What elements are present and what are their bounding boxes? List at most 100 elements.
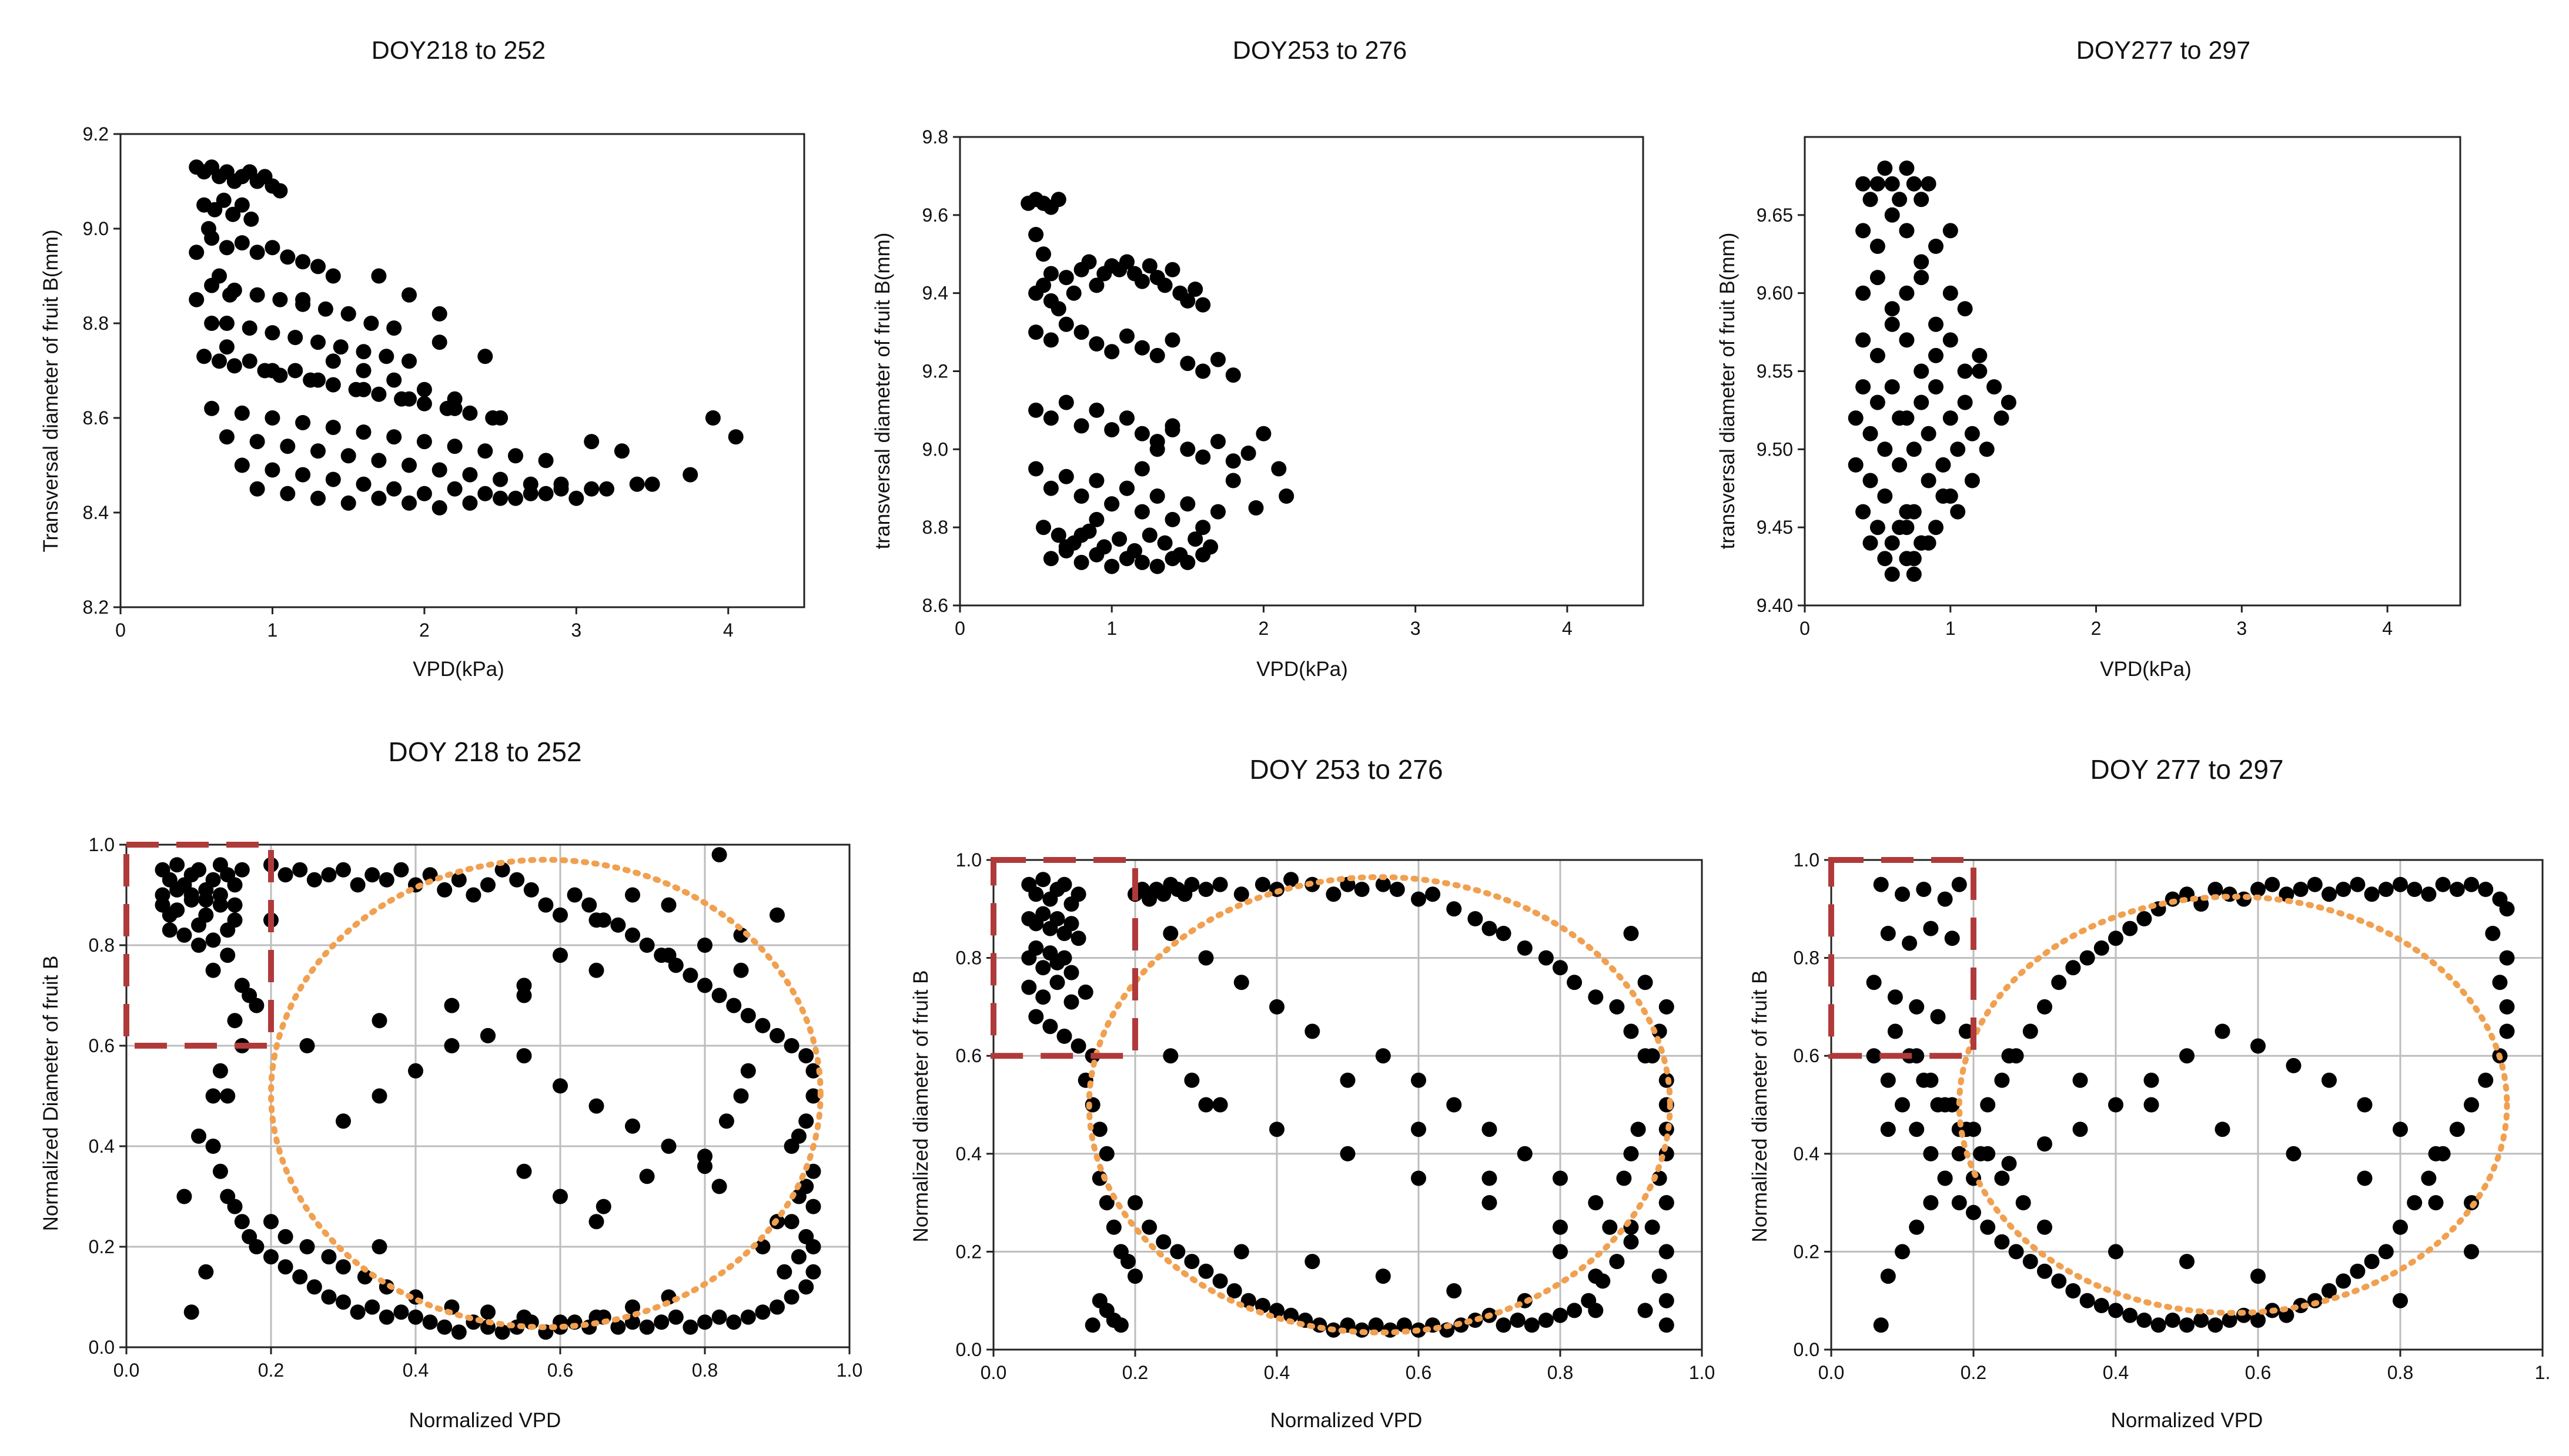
- data-point: [295, 467, 311, 483]
- data-point: [516, 1163, 532, 1179]
- data-point: [1957, 394, 1973, 410]
- data-point: [2499, 999, 2515, 1015]
- data-point: [176, 927, 192, 943]
- x-tick-label: 0.6: [547, 1360, 573, 1381]
- data-point: [364, 1299, 380, 1315]
- hysteresis-ellipse: [1956, 893, 2510, 1316]
- data-point: [272, 292, 288, 307]
- data-point: [1375, 1048, 1391, 1064]
- data-point: [2435, 876, 2451, 892]
- data-point: [393, 862, 409, 878]
- plot-area-frame: [125, 844, 851, 1348]
- data-point: [2022, 1023, 2038, 1039]
- data-point: [1028, 940, 1044, 956]
- data-point: [1411, 1122, 1426, 1137]
- data-point: [711, 988, 727, 1003]
- data-point: [1375, 876, 1391, 892]
- data-point: [1914, 192, 1929, 207]
- data-point: [2001, 1048, 2017, 1064]
- y-tick-label: 0.6: [1794, 1045, 1819, 1066]
- y-tick-label: 0.2: [1794, 1241, 1819, 1262]
- data-point: [1389, 882, 1405, 897]
- y-tick-label: 9.0: [83, 218, 109, 239]
- data-point: [1233, 975, 1249, 990]
- data-point: [1043, 480, 1059, 496]
- data-point: [639, 1169, 655, 1184]
- data-point: [2093, 940, 2109, 956]
- data-point: [1916, 882, 1932, 897]
- y-tick-label: 0.2: [956, 1241, 982, 1262]
- data-point: [1195, 449, 1211, 465]
- data-point: [1906, 441, 1922, 457]
- data-point: [2037, 1219, 2052, 1235]
- data-point: [1877, 488, 1893, 504]
- data-point: [1942, 332, 1958, 348]
- data-point: [2037, 1263, 2052, 1279]
- data-point: [1637, 1303, 1653, 1318]
- data-point: [1163, 926, 1179, 941]
- data-point: [1921, 473, 1936, 488]
- data-point: [280, 486, 296, 501]
- data-point: [1980, 1146, 1996, 1162]
- data-point: [249, 245, 265, 260]
- data-point: [1063, 965, 1079, 980]
- data-point: [1210, 504, 1226, 520]
- data-point: [1481, 921, 1497, 936]
- data-point: [220, 1189, 236, 1204]
- data-point: [1964, 426, 1980, 441]
- data-point: [1099, 1195, 1115, 1211]
- data-point: [568, 490, 584, 506]
- data-point: [2357, 1097, 2373, 1113]
- data-point: [1524, 1317, 1540, 1333]
- panel-title: DOY218 to 252: [372, 36, 546, 65]
- data-point: [1588, 989, 1604, 1005]
- data-point: [1184, 1072, 1200, 1088]
- data-point: [189, 292, 205, 307]
- data-point: [1923, 1146, 1939, 1162]
- data-point: [2478, 882, 2494, 897]
- data-point: [1165, 511, 1180, 527]
- data-point: [287, 363, 303, 379]
- data-point: [2336, 1273, 2351, 1289]
- data-point: [1481, 1195, 1497, 1211]
- data-point: [1942, 410, 1958, 426]
- data-point: [336, 1259, 351, 1275]
- x-tick-label: 2: [419, 620, 430, 641]
- data-point: [1848, 410, 1864, 426]
- data-point: [437, 1319, 453, 1335]
- data-point: [1877, 551, 1893, 567]
- data-point: [2279, 886, 2294, 902]
- data-point: [1233, 1244, 1249, 1260]
- plot-area-frame: [1830, 859, 2544, 1351]
- data-point: [2207, 882, 2223, 897]
- y-axis-label: Normalized diameter of fruit B: [1748, 970, 1771, 1243]
- data-point: [356, 424, 372, 440]
- data-point: [477, 349, 493, 364]
- data-point: [1089, 473, 1105, 488]
- x-tick-label: 1.0: [837, 1360, 862, 1381]
- data-point: [183, 887, 199, 903]
- data-point: [2179, 1317, 2195, 1333]
- data-point: [493, 471, 509, 487]
- y-axis-label: Transversal diameter of fruit B(mm): [39, 229, 62, 552]
- data-point: [1104, 558, 1120, 574]
- data-point: [220, 948, 236, 963]
- data-point: [1446, 1283, 1462, 1298]
- data-point: [416, 434, 432, 450]
- panel-top-middle: DOY253 to 276 VPD(kPa) transversal diame…: [871, 36, 1644, 681]
- data-point: [1446, 901, 1462, 917]
- data-point: [1588, 1303, 1604, 1318]
- data-point: [191, 938, 206, 953]
- data-point: [1895, 1244, 1910, 1260]
- data-point: [212, 268, 227, 284]
- data-point: [1902, 935, 1918, 951]
- y-tick-label: 0.0: [956, 1339, 982, 1360]
- data-point: [661, 948, 677, 963]
- data-point: [1180, 554, 1196, 570]
- data-point: [336, 862, 351, 878]
- panel-bottom-left: DOY 218 to 252 Normalized VPD Normalized…: [39, 737, 862, 1432]
- data-point: [1467, 911, 1483, 926]
- data-point: [1855, 223, 1871, 239]
- data-point: [1112, 531, 1128, 547]
- data-point: [1899, 520, 1915, 535]
